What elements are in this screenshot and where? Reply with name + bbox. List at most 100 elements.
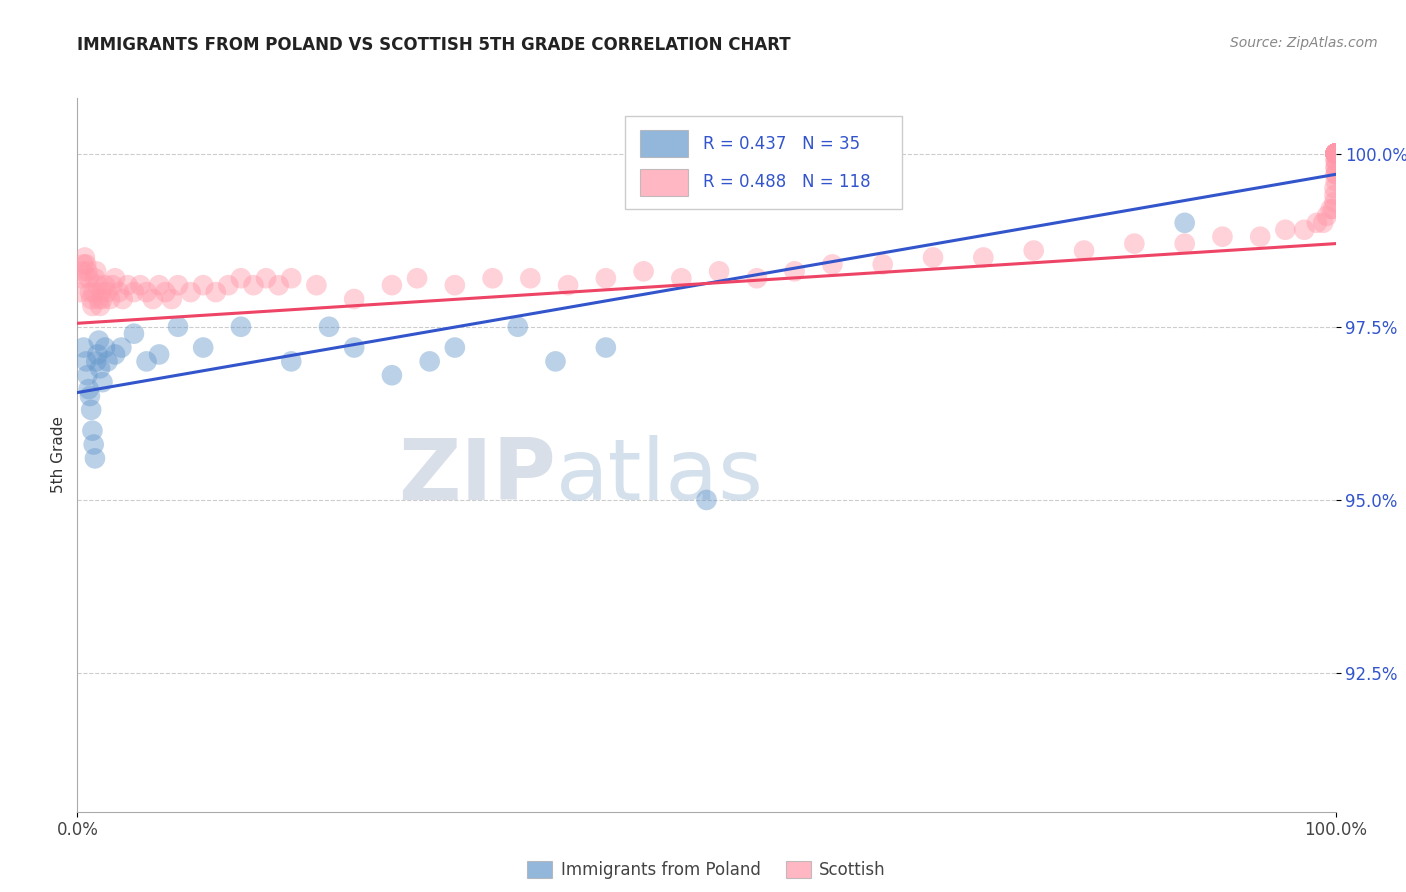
Point — [76, 368, 98, 383]
Point — [1324, 146, 1347, 161]
Point — [745, 271, 768, 285]
Point — [129, 278, 152, 293]
Point — [254, 271, 277, 285]
Point — [180, 285, 202, 299]
Point — [94, 278, 117, 293]
Point — [191, 278, 215, 293]
Point — [1211, 229, 1233, 244]
Point — [1324, 146, 1347, 161]
Point — [671, 271, 693, 285]
Point — [217, 278, 239, 293]
Point — [75, 354, 97, 368]
Point — [1324, 161, 1347, 175]
Bar — [640, 169, 688, 196]
Point — [98, 292, 121, 306]
Point — [1323, 188, 1346, 202]
Point — [305, 278, 328, 293]
Point — [1324, 146, 1347, 161]
Point — [1312, 216, 1334, 230]
Point — [148, 347, 170, 361]
Point — [1294, 223, 1316, 237]
Point — [70, 271, 93, 285]
Point — [1324, 146, 1347, 161]
Point — [204, 285, 226, 299]
Point — [76, 264, 98, 278]
Legend: Immigrants from Poland, Scottish: Immigrants from Poland, Scottish — [520, 854, 893, 886]
Point — [229, 319, 252, 334]
Point — [1324, 146, 1347, 161]
Point — [280, 271, 302, 285]
Point — [89, 361, 111, 376]
Point — [1324, 146, 1347, 161]
Point — [110, 341, 132, 355]
Point — [83, 437, 105, 451]
Point — [821, 257, 844, 271]
Text: ZIP: ZIP — [398, 434, 555, 518]
Point — [1174, 236, 1197, 251]
Point — [1324, 146, 1347, 161]
Point — [83, 285, 105, 299]
Point — [1324, 146, 1347, 161]
Point — [406, 271, 429, 285]
Point — [419, 354, 441, 368]
Point — [595, 341, 617, 355]
Point — [91, 375, 114, 389]
Point — [91, 292, 114, 306]
Point — [1324, 146, 1347, 161]
Text: R = 0.437   N = 35: R = 0.437 N = 35 — [703, 135, 860, 153]
Point — [117, 278, 139, 293]
Point — [73, 251, 96, 265]
Point — [633, 264, 655, 278]
Point — [1324, 146, 1347, 161]
Point — [1316, 209, 1339, 223]
Point — [84, 264, 107, 278]
Point — [444, 278, 467, 293]
Point — [1123, 236, 1146, 251]
Point — [783, 264, 806, 278]
Point — [86, 278, 108, 293]
Point — [1324, 174, 1347, 188]
Point — [519, 271, 541, 285]
Point — [79, 389, 101, 403]
Point — [1324, 146, 1347, 161]
Point — [155, 285, 177, 299]
Point — [1324, 153, 1347, 168]
FancyBboxPatch shape — [624, 116, 901, 209]
Point — [544, 354, 567, 368]
Point — [96, 354, 118, 368]
Point — [280, 354, 302, 368]
Point — [1324, 146, 1347, 161]
Point — [229, 271, 252, 285]
Point — [111, 292, 134, 306]
Point — [135, 285, 157, 299]
Bar — [640, 130, 688, 157]
Text: Source: ZipAtlas.com: Source: ZipAtlas.com — [1230, 36, 1378, 50]
Point — [1324, 146, 1347, 161]
Point — [84, 451, 107, 466]
Point — [89, 299, 111, 313]
Point — [707, 264, 730, 278]
Point — [82, 299, 104, 313]
Point — [1174, 216, 1197, 230]
Point — [872, 257, 894, 271]
Point — [922, 251, 945, 265]
Point — [108, 285, 131, 299]
Point — [104, 271, 127, 285]
Point — [1324, 146, 1347, 161]
Point — [167, 319, 190, 334]
Point — [318, 319, 340, 334]
Point — [1324, 146, 1347, 161]
Point — [69, 285, 91, 299]
Point — [96, 285, 118, 299]
Point — [1319, 202, 1341, 216]
Point — [80, 292, 103, 306]
Point — [101, 278, 124, 293]
Point — [1022, 244, 1045, 258]
Point — [1324, 146, 1347, 161]
Point — [142, 292, 165, 306]
Point — [167, 278, 190, 293]
Text: IMMIGRANTS FROM POLAND VS SCOTTISH 5TH GRADE CORRELATION CHART: IMMIGRANTS FROM POLAND VS SCOTTISH 5TH G… — [77, 36, 792, 54]
Point — [1324, 146, 1347, 161]
Point — [82, 424, 104, 438]
Point — [72, 264, 94, 278]
